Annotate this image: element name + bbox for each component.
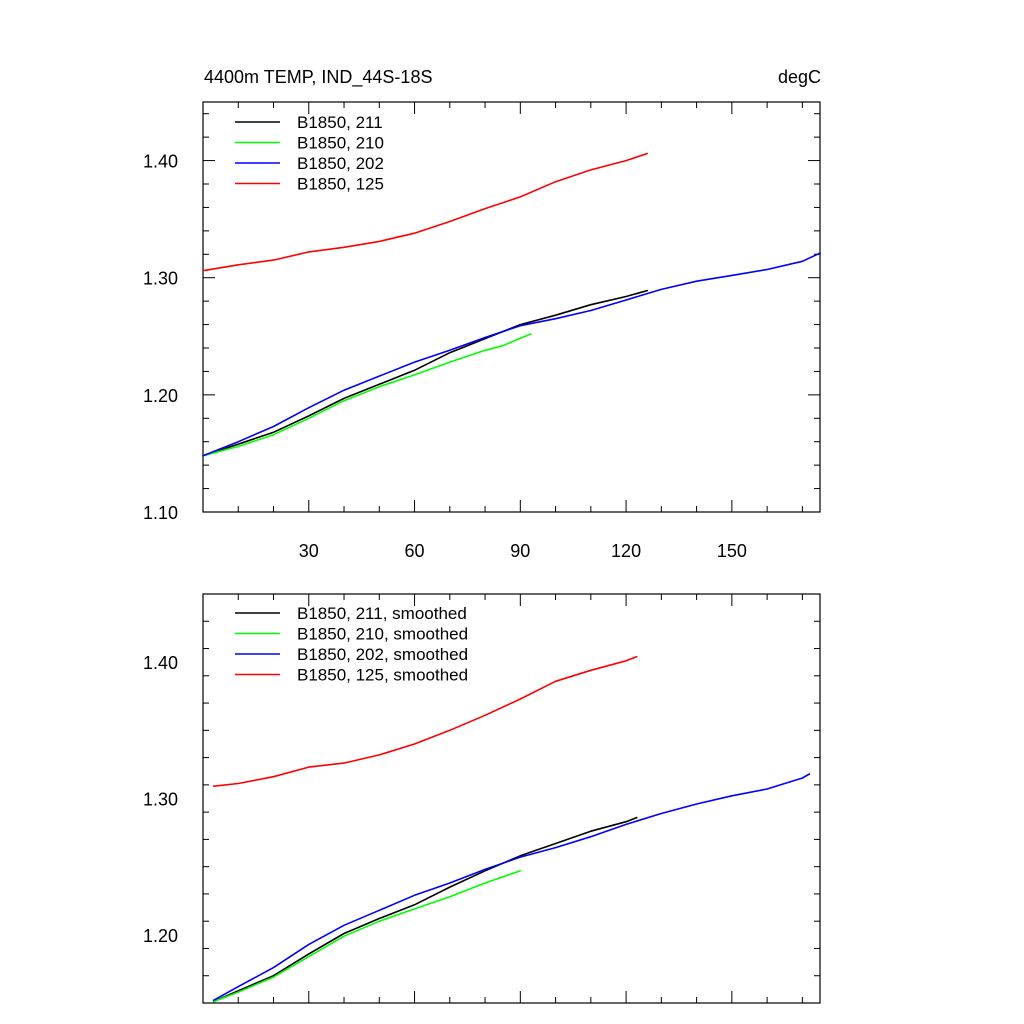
legend-label: B1850, 125, smoothed — [297, 666, 468, 685]
series-line — [202, 333, 532, 457]
series-line — [202, 252, 821, 457]
series-line — [212, 869, 522, 1003]
legend-label: B1850, 202, smoothed — [297, 645, 468, 664]
series-line — [212, 773, 811, 1002]
legend-label: B1850, 202 — [297, 154, 384, 173]
legend-label: B1850, 211, smoothed — [297, 604, 467, 623]
raw-panel: 4400m TEMP, IND_44S-18S degC 1.10 1.20 1.3… — [143, 67, 821, 561]
panel-title: 4400m TEMP, IND_44S-18S — [204, 67, 432, 88]
units-label: degC — [778, 67, 821, 87]
x-tick-label: 60 — [405, 541, 425, 561]
series-line — [212, 816, 638, 1003]
axis-tick-labels: 1.10 1.20 1.30 1.40 30 60 90 120 150 — [143, 152, 747, 561]
y-tick-label: 1.40 — [143, 653, 178, 673]
legend: B1850, 211, smoothed B1850, 210, smoothed… — [235, 604, 468, 685]
y-tick-label: 1.10 — [143, 503, 178, 523]
plot-frame — [202, 101, 821, 513]
axis-ticks — [203, 594, 820, 1003]
series-lines — [202, 152, 821, 457]
y-tick-label: 1.30 — [143, 269, 178, 289]
legend-label: B1850, 210, smoothed — [297, 625, 468, 644]
y-tick-label: 1.20 — [143, 386, 178, 406]
x-tick-label: 150 — [717, 541, 747, 561]
series-line — [202, 152, 649, 272]
y-tick-label: 1.40 — [143, 152, 178, 172]
series-line — [202, 289, 649, 457]
legend-label: B1850, 125 — [297, 175, 384, 194]
legend-label: B1850, 210 — [297, 134, 384, 153]
y-tick-label: 1.30 — [143, 790, 178, 810]
smoothed-panel: 1.201.301.40 B1850, 211, smoothedB1850, … — [143, 593, 821, 1004]
legend-label: B1850, 211 — [297, 113, 383, 132]
y-tick-label: 1.20 — [143, 926, 178, 946]
axis-tick-labels: 1.20 1.30 1.40 — [143, 653, 178, 946]
x-tick-label: 90 — [510, 541, 530, 561]
plot-frame — [202, 593, 821, 1004]
series-line — [212, 655, 638, 788]
x-tick-label: 30 — [299, 541, 319, 561]
axis-ticks — [203, 102, 820, 512]
series-lines — [212, 655, 811, 1003]
x-tick-label: 120 — [611, 541, 641, 561]
